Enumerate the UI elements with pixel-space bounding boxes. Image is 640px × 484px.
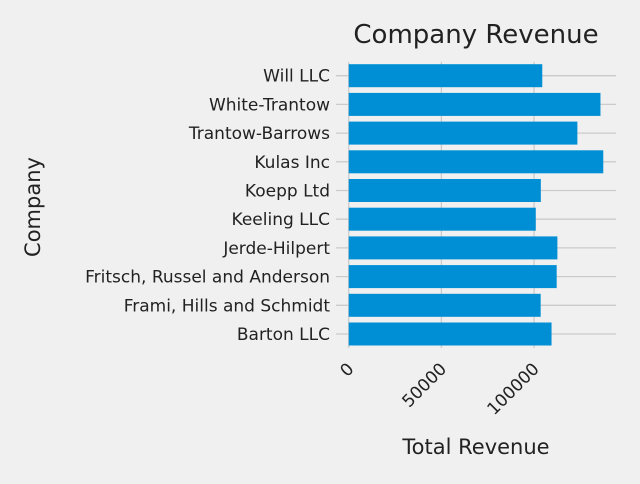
bar [348,64,543,88]
y-tick-label: Keeling LLC [232,210,330,230]
bars [348,64,604,346]
x-tick-label: 50000 [399,359,451,411]
y-tick-label: Barton LLC [237,325,330,345]
bar [348,207,536,231]
y-tick-label: White-Trantow [209,95,330,115]
bar [348,121,578,145]
bar [348,92,601,116]
x-tick-label: 0 [336,359,358,381]
y-tick-label: Will LLC [263,67,330,87]
bar [348,322,552,346]
y-tick-label: Trantow-Barrows [188,124,330,144]
y-tick-label: Jerde-Hilpert [222,239,330,259]
bar [348,179,541,202]
x-axis-label: Total Revenue [401,435,549,459]
bar [348,293,541,317]
y-tick-label: Frami, Hills and Schmidt [124,296,331,316]
bar [348,236,558,260]
x-tick-label: 100000 [484,359,544,419]
x-tick-labels: 0 50000 100000 [336,359,543,419]
y-tick-label: Fritsch, Russel and Anderson [85,268,330,288]
bar [348,265,557,289]
y-tick-labels: Barton LLC Frami, Hills and Schmidt Fritsc… [85,67,330,345]
y-tick-label: Koepp Ltd [245,182,330,202]
y-axis-label: Company [21,157,45,257]
chart-title: Company Revenue [353,20,598,50]
y-tick-label: Kulas Inc [254,153,330,173]
bar [348,150,604,174]
